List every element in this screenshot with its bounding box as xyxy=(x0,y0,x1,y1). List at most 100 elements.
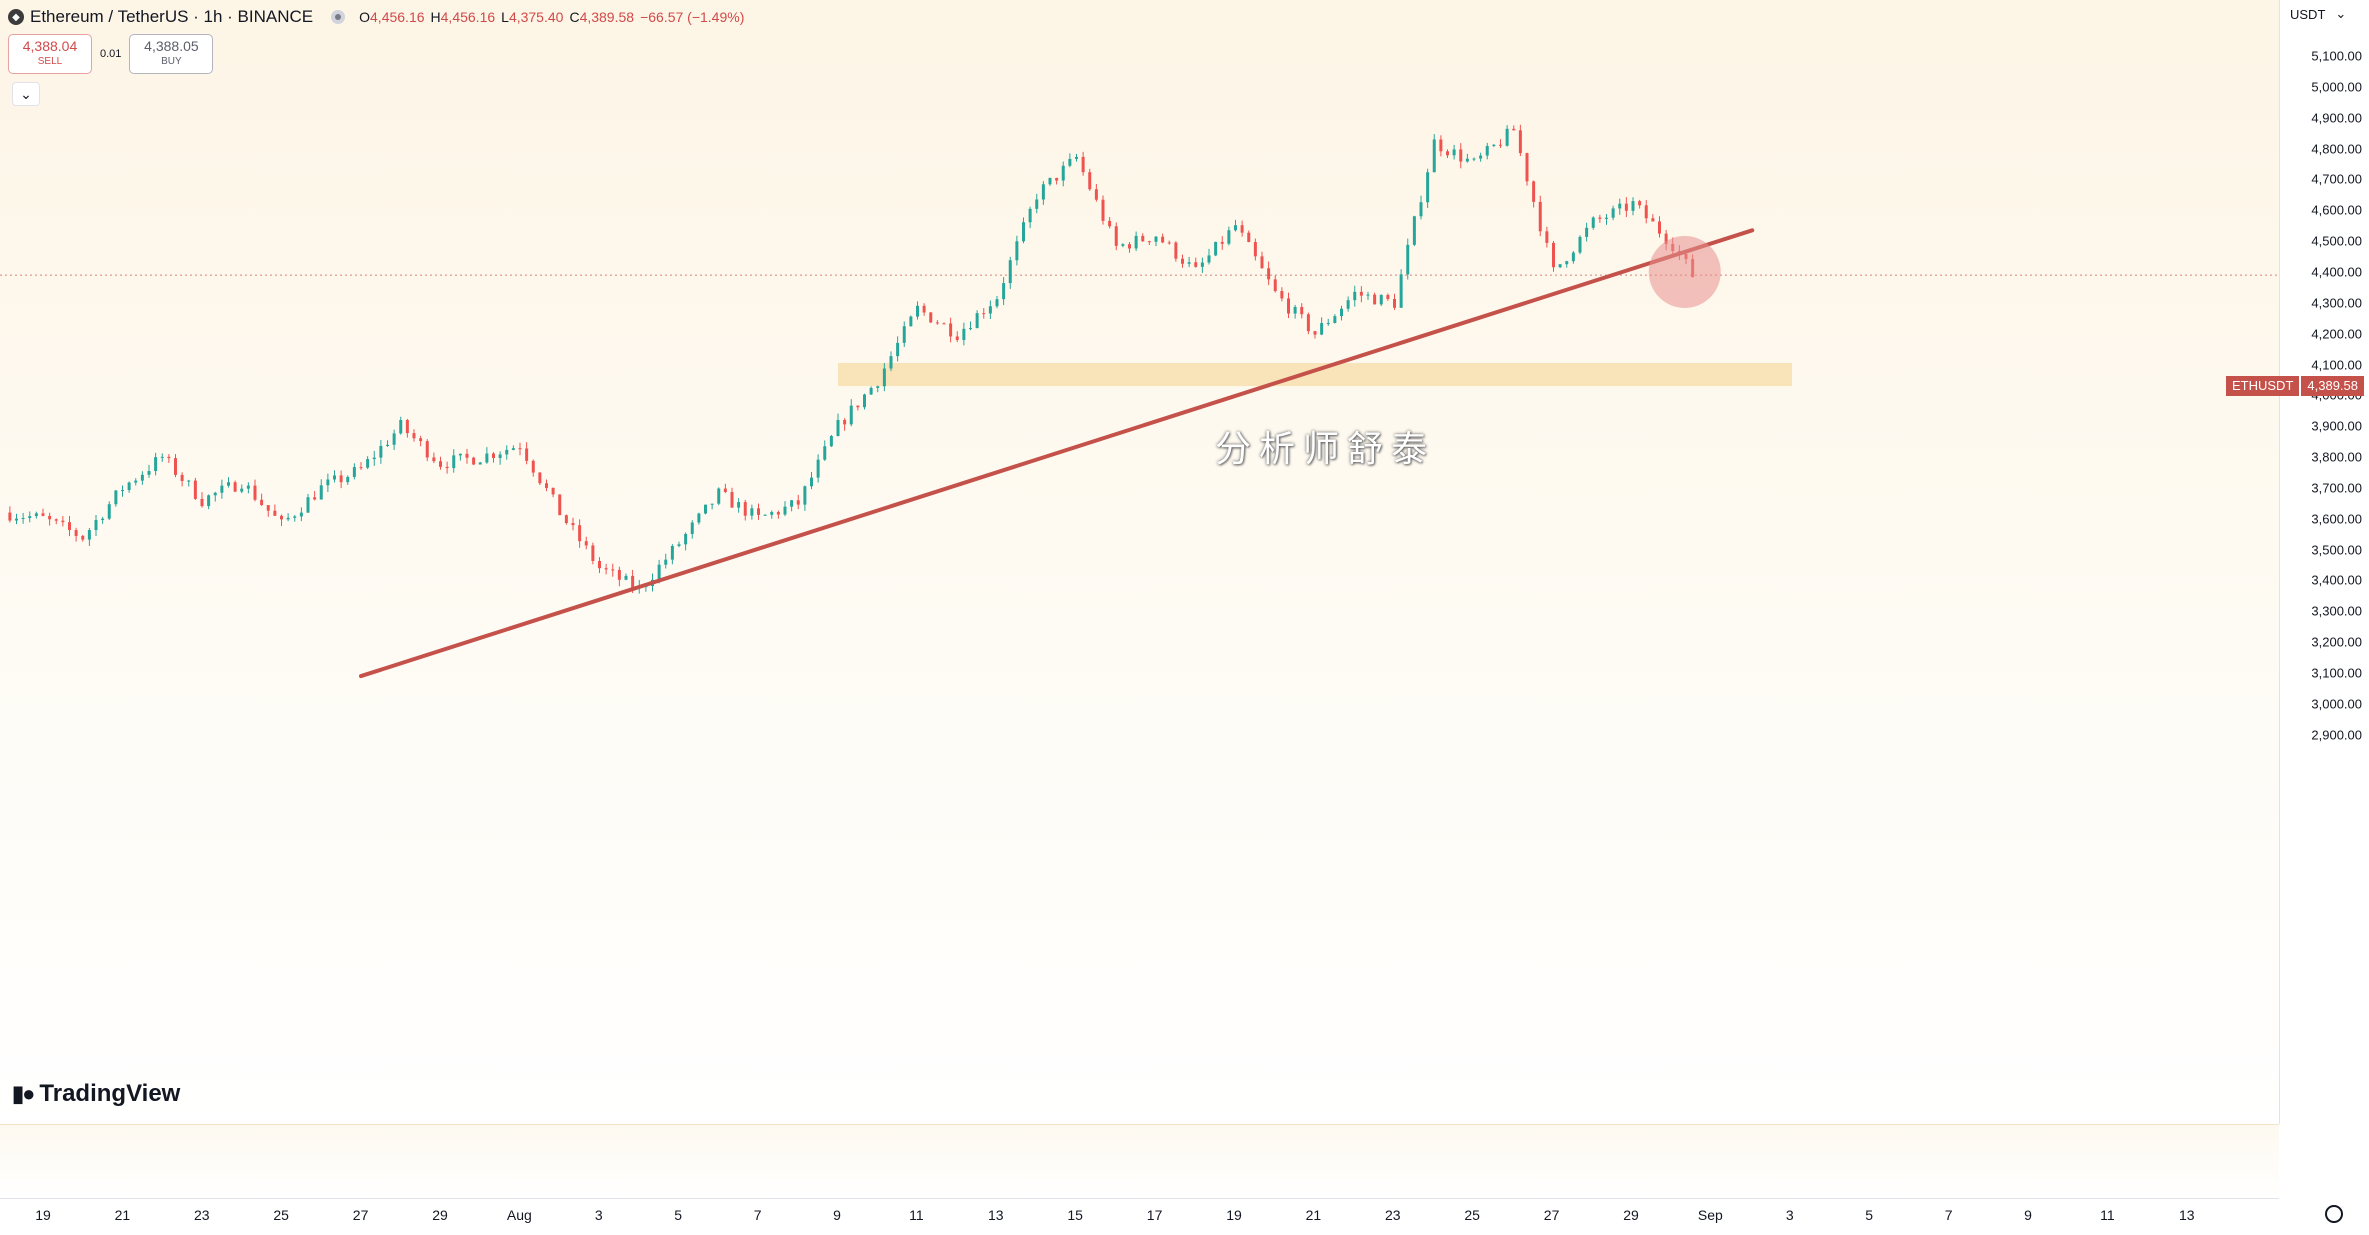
candle-body xyxy=(1306,314,1310,332)
candle-body xyxy=(810,477,813,487)
candle-body xyxy=(1631,201,1635,211)
chevron-down-icon: ⌄ xyxy=(2335,6,2347,21)
candle-body xyxy=(107,504,111,519)
candle-body xyxy=(127,482,131,491)
candle-body xyxy=(1644,205,1648,219)
candle-body xyxy=(1373,294,1377,305)
time-tick-label: 13 xyxy=(2179,1207,2195,1223)
candle-body xyxy=(326,479,330,486)
candle-body xyxy=(1187,262,1191,264)
candle-body xyxy=(949,323,953,337)
price-chart[interactable] xyxy=(0,0,2279,1124)
time-tick-label: 27 xyxy=(352,1207,369,1223)
candle-body xyxy=(140,474,144,481)
candle-body xyxy=(180,474,184,481)
ethereum-icon: ◆ xyxy=(8,9,24,25)
candle-body xyxy=(935,322,939,324)
candle-body xyxy=(266,505,270,511)
collapse-legend-button[interactable]: ⌄ xyxy=(12,82,40,106)
candle-body xyxy=(74,530,78,536)
candle-body xyxy=(260,499,264,506)
candle-body xyxy=(167,456,171,459)
candle-body xyxy=(412,433,416,439)
candle-body xyxy=(1041,184,1045,200)
time-tick-label: 5 xyxy=(674,1207,683,1223)
last-price-value: 4,389.58 xyxy=(2301,376,2364,396)
candle-body xyxy=(452,455,456,469)
candle-body xyxy=(783,506,787,515)
price-tick-label: 5,100.00 xyxy=(2311,48,2362,64)
currency-label: USDT xyxy=(2290,6,2326,22)
candle-body xyxy=(1353,291,1357,301)
candle-body xyxy=(1465,158,1469,162)
candle-body xyxy=(955,336,959,340)
candle-body xyxy=(34,513,38,517)
sell-button[interactable]: 4,388.04 SELL xyxy=(8,34,92,74)
time-tick-label: 9 xyxy=(2024,1207,2032,1223)
time-axis[interactable]: 19 21 23 25 27 29 Aug 3 5 7 9 11 13 15 17 19 21 23 25 27 29 S… xyxy=(0,1198,2279,1235)
tradingview-logo[interactable]: ▮● TradingView xyxy=(12,1080,180,1108)
candle-body xyxy=(710,503,714,505)
candle-body xyxy=(1386,294,1390,299)
symbol-title[interactable]: Ethereum / TetherUS · 1h · BINANCE xyxy=(30,7,314,26)
candle-body xyxy=(611,569,615,571)
settings-icon[interactable] xyxy=(2325,1205,2343,1223)
candle-body xyxy=(843,419,847,425)
time-tick-label: 7 xyxy=(753,1207,762,1223)
time-tick-label: 11 xyxy=(2100,1207,2115,1223)
candle-body xyxy=(1379,294,1383,305)
chart-area[interactable]: ◆ Ethereum / TetherUS · 1h · BINANCE O4,… xyxy=(0,0,2279,1124)
market-status-icon[interactable] xyxy=(331,10,346,24)
candle-body xyxy=(1134,235,1138,249)
candle-body xyxy=(909,316,913,327)
ohlc-item: −66.57 (−1.49%) xyxy=(640,9,744,25)
ohlc-value: 4,456.16 xyxy=(440,9,496,25)
buy-button[interactable]: 4,388.05 BUY xyxy=(129,34,214,74)
candle-body xyxy=(1578,236,1582,253)
indicator-pane[interactable] xyxy=(0,1124,2279,1199)
candle-body xyxy=(61,520,65,523)
buy-price: 4,388.05 xyxy=(144,38,199,54)
time-tick-label: 23 xyxy=(194,1207,210,1223)
candle-body xyxy=(1399,274,1403,308)
candle-body xyxy=(1393,298,1396,308)
candle-body xyxy=(1472,158,1476,160)
candle-body xyxy=(584,541,588,546)
candle-body xyxy=(631,575,635,589)
highlight-marker xyxy=(1648,235,1721,308)
candle-body xyxy=(1320,323,1324,335)
ohlc-key: L xyxy=(501,9,509,25)
candle-series xyxy=(8,124,1695,594)
candle-body xyxy=(121,490,124,492)
candle-body xyxy=(1326,322,1330,324)
price-axis[interactable]: 5,100.00 5,000.00 4,900.00 4,800.00 4,700.00… xyxy=(2279,0,2369,1124)
candle-body xyxy=(1028,208,1032,223)
candle-body xyxy=(876,386,880,388)
candle-body xyxy=(1346,300,1350,309)
candle-body xyxy=(690,522,694,534)
ohlc-key: H xyxy=(430,9,441,25)
candle-body xyxy=(1108,220,1112,227)
candle-body xyxy=(54,519,58,521)
time-tick-label: 5 xyxy=(1865,1207,1874,1223)
support-trendline xyxy=(359,228,1755,679)
candle-body xyxy=(1651,218,1655,222)
candle-body xyxy=(21,518,25,520)
time-tick-label: 23 xyxy=(1385,1207,1401,1223)
candle-body xyxy=(869,387,873,395)
ohlc-value: −66.57 (−1.49%) xyxy=(640,9,745,25)
candle-body xyxy=(717,488,721,504)
candle-body xyxy=(346,476,350,483)
candle-body xyxy=(604,568,608,570)
candle-body xyxy=(1214,241,1218,256)
candle-body xyxy=(518,448,522,450)
candle-body xyxy=(1008,260,1012,284)
candle-body xyxy=(988,306,992,314)
currency-selector[interactable]: USDT ⌄ xyxy=(2290,6,2346,22)
candle-body xyxy=(816,459,820,478)
candle-body xyxy=(432,457,436,462)
symbol-header: ◆ Ethereum / TetherUS · 1h · BINANCE O4,… xyxy=(8,6,744,28)
candle-body xyxy=(492,453,495,459)
candle-body xyxy=(982,313,986,315)
candle-body xyxy=(1538,201,1542,232)
